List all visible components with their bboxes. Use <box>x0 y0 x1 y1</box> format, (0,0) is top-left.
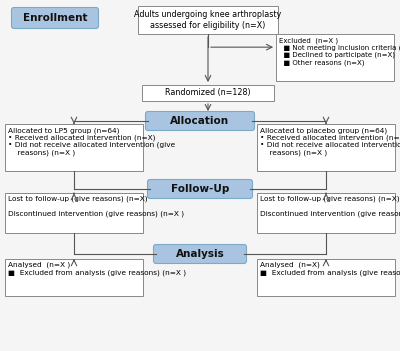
Text: Enrollment: Enrollment <box>23 13 87 23</box>
FancyBboxPatch shape <box>142 85 274 101</box>
FancyBboxPatch shape <box>148 179 252 199</box>
FancyBboxPatch shape <box>5 124 143 171</box>
FancyBboxPatch shape <box>257 259 395 296</box>
Text: Excluded  (n=X )
  ■ Not meeting inclusion criteria (n=X)
  ■ Declined to partic: Excluded (n=X ) ■ Not meeting inclusion … <box>279 37 400 66</box>
FancyBboxPatch shape <box>12 7 98 28</box>
FancyBboxPatch shape <box>5 259 143 296</box>
Text: Follow-Up: Follow-Up <box>171 184 229 194</box>
Text: Analysed  (n=X)
■  Excluded from analysis (give reasons) (n=X ): Analysed (n=X) ■ Excluded from analysis … <box>260 262 400 276</box>
FancyBboxPatch shape <box>257 124 395 171</box>
Text: Allocated to placebo group (n=64)
• Received allocated intervention (n=X )
• Did: Allocated to placebo group (n=64) • Rece… <box>260 127 400 156</box>
FancyBboxPatch shape <box>257 193 395 233</box>
Text: Lost to follow-up (give reasons) (n=X)

Discontinued intervention (give reasons): Lost to follow-up (give reasons) (n=X) D… <box>8 196 184 217</box>
Text: Analysis: Analysis <box>176 249 224 259</box>
FancyBboxPatch shape <box>138 6 278 34</box>
Text: Allocation: Allocation <box>170 116 230 126</box>
FancyBboxPatch shape <box>276 34 394 81</box>
Text: Adults undergoing knee arthroplasty
assessed for eligibility (n=X): Adults undergoing knee arthroplasty asse… <box>134 10 282 30</box>
Text: Lost to follow-up (give reasons) (n=X)

Discontinued intervention (give reasons): Lost to follow-up (give reasons) (n=X) D… <box>260 196 400 217</box>
FancyBboxPatch shape <box>154 245 246 264</box>
FancyBboxPatch shape <box>5 193 143 233</box>
FancyBboxPatch shape <box>146 112 254 131</box>
Text: Randomized (n=128): Randomized (n=128) <box>165 88 251 98</box>
Text: Analysed  (n=X )
■  Excluded from analysis (give reasons) (n=X ): Analysed (n=X ) ■ Excluded from analysis… <box>8 262 186 276</box>
Text: Allocated to LP5 group (n=64)
• Received allocated intervention (n=X)
• Did not : Allocated to LP5 group (n=64) • Received… <box>8 127 175 156</box>
